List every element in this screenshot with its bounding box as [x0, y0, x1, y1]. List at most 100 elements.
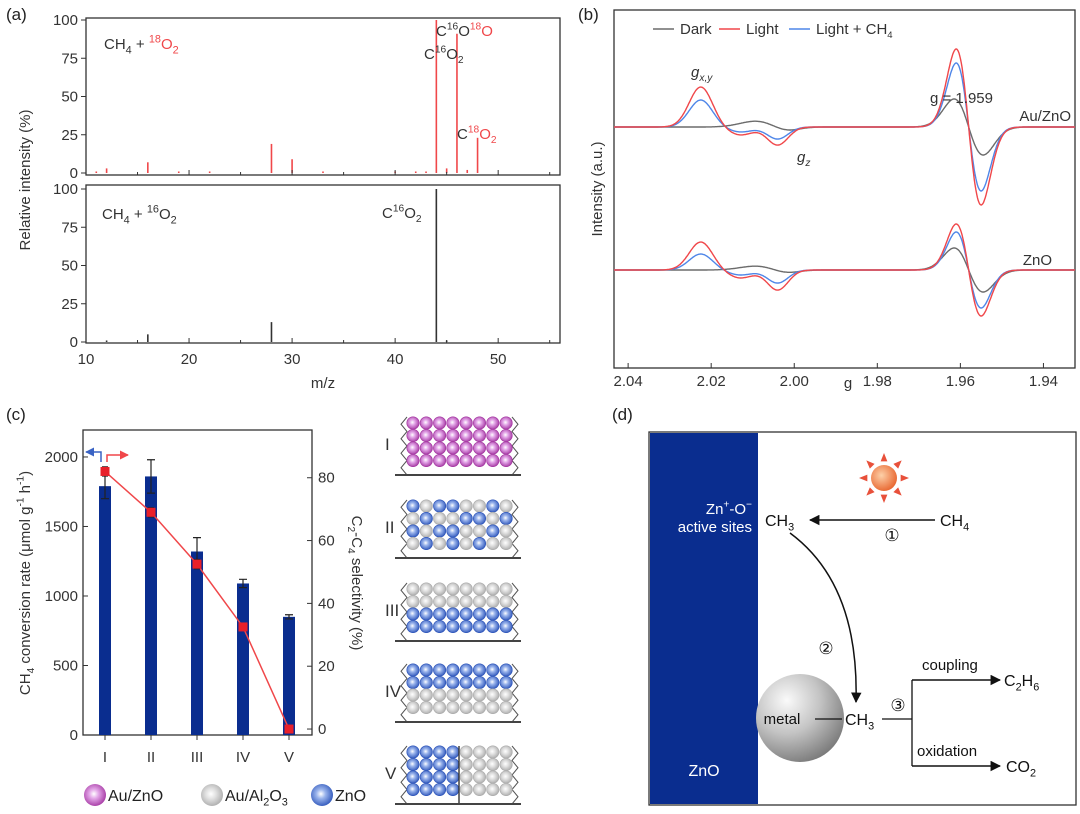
particle	[486, 499, 500, 513]
stack-label: I	[385, 435, 390, 454]
schematic-stack-I: I	[385, 416, 521, 476]
particle	[459, 675, 473, 689]
particle	[472, 536, 486, 550]
selectivity-marker-III	[192, 559, 202, 569]
particle	[446, 594, 460, 608]
particle	[499, 782, 513, 796]
particle	[446, 700, 460, 714]
particle	[433, 663, 447, 677]
sun-ray	[866, 460, 875, 469]
particle	[486, 453, 500, 467]
particle	[446, 582, 460, 596]
particle	[459, 416, 473, 430]
particle	[486, 757, 500, 771]
particle	[433, 757, 447, 771]
particle	[486, 594, 500, 608]
schematic-stack-V: V	[385, 745, 521, 805]
particle	[486, 782, 500, 796]
particle	[446, 453, 460, 467]
wavy-edge-right	[511, 663, 519, 723]
particle	[406, 511, 420, 525]
particle	[406, 757, 420, 771]
particle	[433, 745, 447, 759]
y-tick-label: 50	[61, 89, 78, 106]
particle	[499, 745, 513, 759]
y2-tick-label: 0	[318, 721, 326, 738]
particle	[486, 607, 500, 621]
y-tick-label: 75	[61, 219, 78, 236]
particle	[419, 700, 433, 714]
y2-tick-label: 20	[318, 658, 335, 675]
particle	[459, 770, 473, 784]
b-x-axis-label: g	[844, 375, 852, 392]
particle	[406, 582, 420, 596]
y-tick-label: 1500	[45, 518, 78, 535]
sun-ray	[866, 487, 875, 496]
c-y2-axis-label: C2-C4 selectivity (%)	[345, 516, 365, 651]
y2-tick-label: 40	[318, 595, 335, 612]
particle	[446, 441, 460, 455]
particle	[419, 757, 433, 771]
particle	[433, 619, 447, 633]
particle	[433, 607, 447, 621]
particle	[406, 416, 420, 430]
particle	[446, 663, 460, 677]
particle	[446, 536, 460, 550]
particle	[406, 700, 420, 714]
particle	[419, 441, 433, 455]
a-annot-c16o2-bottom: C16O2	[382, 204, 422, 226]
particle	[499, 511, 513, 525]
particle	[433, 511, 447, 525]
particle	[419, 675, 433, 689]
particle	[446, 428, 460, 442]
particle	[472, 441, 486, 455]
active-sites-formula: Zn+-O−	[706, 500, 752, 518]
particle	[499, 499, 513, 513]
particle	[433, 688, 447, 702]
particle	[406, 428, 420, 442]
particle	[472, 416, 486, 430]
particle	[472, 688, 486, 702]
a-bottom-series-label: CH4 + 16O2	[102, 203, 177, 226]
y-tick-label: 500	[53, 657, 78, 674]
particle	[406, 675, 420, 689]
bottom-plot-frame	[85, 184, 561, 344]
particle	[459, 607, 473, 621]
ch4-reactant: CH4	[940, 513, 969, 533]
x-tick-label: 2.00	[780, 373, 809, 390]
particle	[459, 536, 473, 550]
step2-marker: ②	[818, 639, 833, 658]
particle	[472, 619, 486, 633]
wavy-edge-left	[400, 499, 408, 559]
particle	[406, 453, 420, 467]
particle	[459, 582, 473, 596]
y2-tick-label: 60	[318, 533, 335, 550]
stack-label: IV	[385, 682, 402, 701]
y-tick-label: 0	[70, 334, 78, 351]
particle	[446, 757, 460, 771]
wavy-edge-left	[400, 745, 408, 805]
a-top-series-label: CH4 + 18O2	[104, 33, 179, 56]
particle	[459, 594, 473, 608]
particle	[406, 594, 420, 608]
particle	[459, 663, 473, 677]
x-tick-label: V	[284, 749, 294, 766]
b-legend: Dark Light Light + CH4	[653, 21, 893, 41]
x-tick-label: 1.96	[946, 373, 975, 390]
particle	[459, 745, 473, 759]
a-x-axis-label: m/z	[311, 375, 335, 392]
particle	[406, 663, 420, 677]
stack-label: II	[385, 518, 394, 537]
legend-label: ZnO	[335, 788, 366, 805]
schematic-stack-III: III	[385, 582, 521, 642]
particle	[472, 700, 486, 714]
particle	[419, 663, 433, 677]
y2-tick-label: 80	[318, 470, 335, 487]
particle	[433, 770, 447, 784]
particle	[499, 536, 513, 550]
epr-curve-zno-light	[614, 223, 1075, 317]
particle	[406, 782, 420, 796]
x-tick-label: II	[147, 749, 155, 766]
particle	[433, 594, 447, 608]
